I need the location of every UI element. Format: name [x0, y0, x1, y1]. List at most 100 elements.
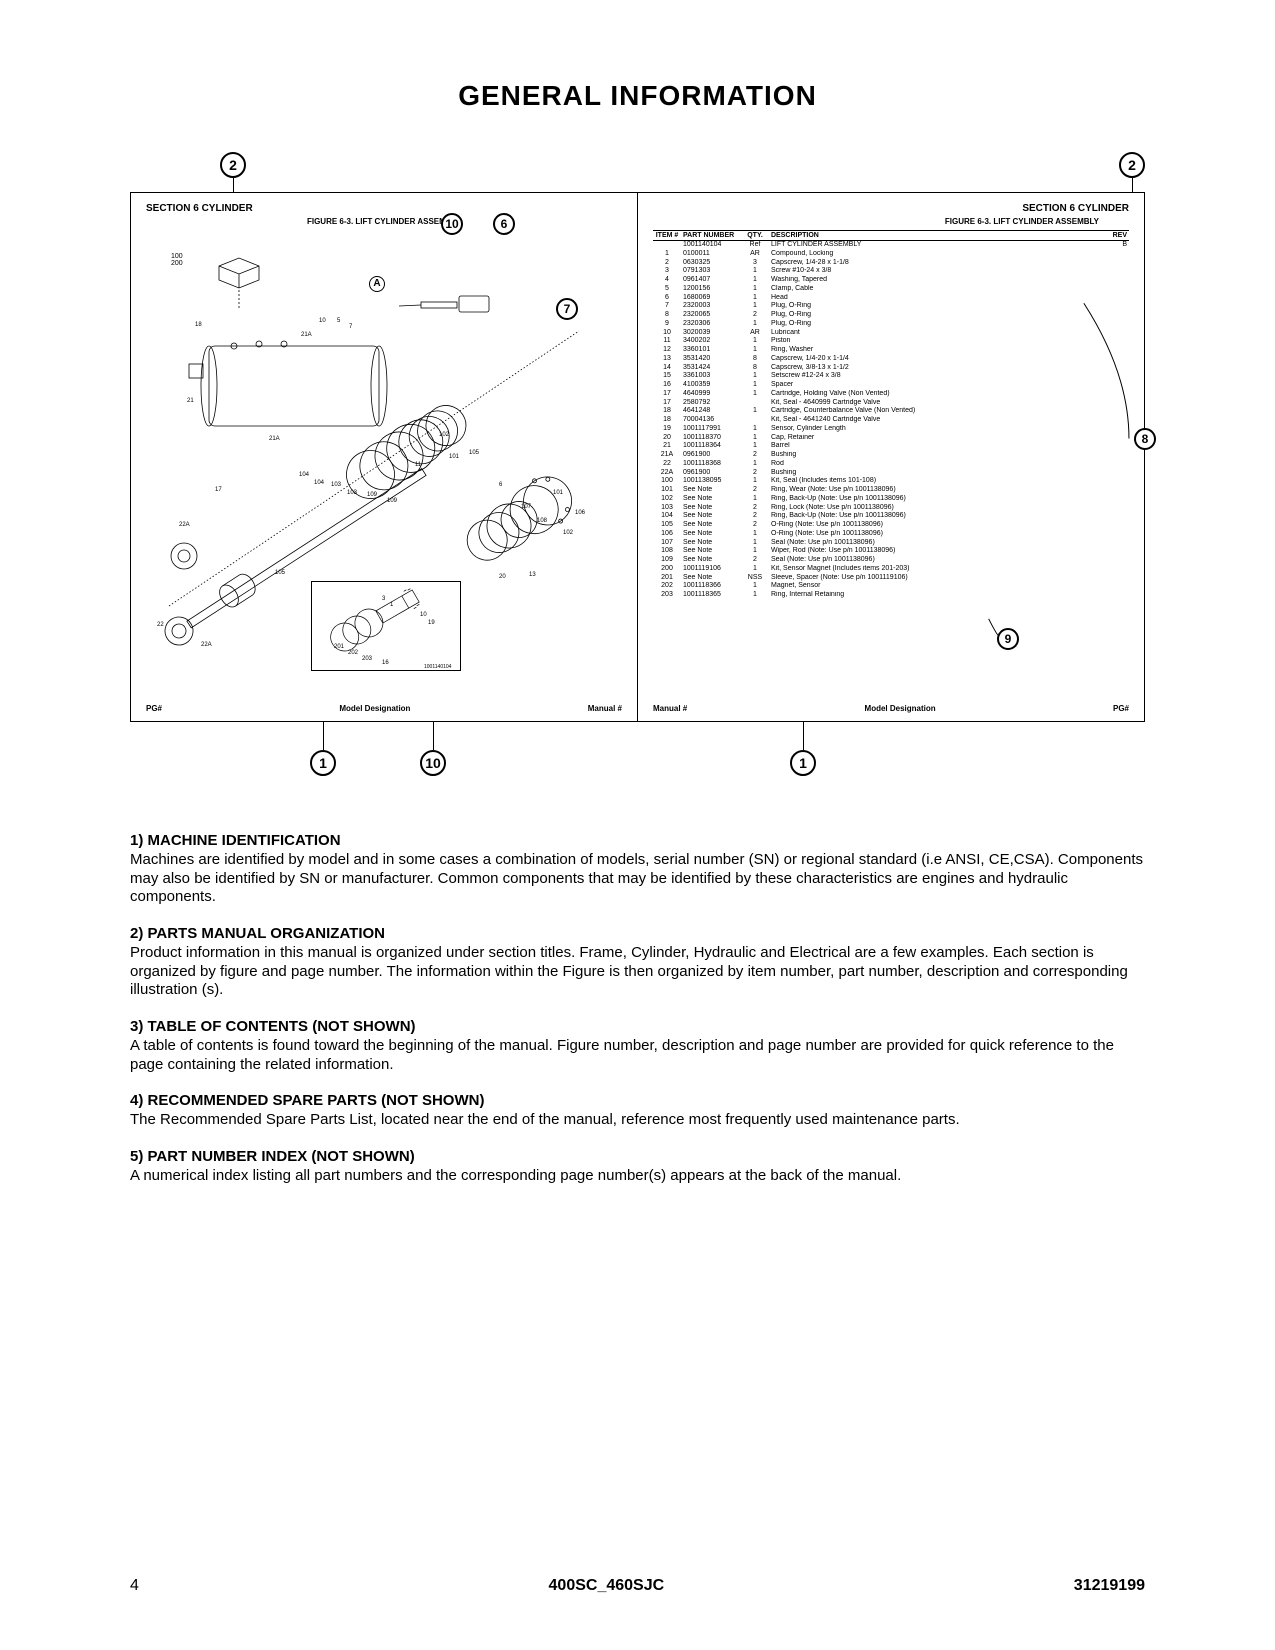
svg-text:17: 17: [215, 487, 222, 493]
table-row: 22A09619002Bushing: [653, 469, 1129, 478]
left-footer-pg: PG#: [146, 704, 162, 713]
table-row: 104See Note2Ring, Back-Up (Note: Use p/n…: [653, 512, 1129, 521]
table-row: 101See Note2Ring, Wear (Note: Use p/n 10…: [653, 486, 1129, 495]
table-row: 103See Note2Ring, Lock (Note: Use p/n 10…: [653, 504, 1129, 513]
leader: [1132, 178, 1133, 193]
table-row: 105See Note2O-Ring (Note: Use p/n 100113…: [653, 521, 1129, 530]
table-row: 1435314248Capscrew, 3/8-13 x 1-1/2: [653, 364, 1129, 373]
table-row: 723200031Plug, O-Ring: [653, 302, 1129, 311]
svg-text:103: 103: [331, 482, 342, 488]
table-row: 616800691Head: [653, 294, 1129, 303]
table-row: 106See Note1O-Ring (Note: Use p/n 100113…: [653, 530, 1129, 539]
top-callouts: 2 2: [130, 152, 1145, 192]
table-row: 1910011179911Sensor, Cylinder Length: [653, 425, 1129, 434]
svg-text:109: 109: [367, 492, 378, 498]
right-fig-title: FIGURE 6-3. LIFT CYLINDER ASSEMBLY: [653, 217, 1129, 226]
svg-text:7: 7: [349, 324, 353, 330]
svg-text:5: 5: [337, 318, 341, 324]
table-row: 10010011380951Kit, Seal (Includes items …: [653, 477, 1129, 486]
bottom-callouts: 1 10 1: [130, 722, 1145, 782]
svg-text:201: 201: [334, 644, 345, 650]
svg-text:10: 10: [420, 612, 427, 618]
table-row: 2210011183681Rod: [653, 460, 1129, 469]
svg-text:107: 107: [521, 504, 532, 510]
table-row: 102See Note1Ring, Back-Up (Note: Use p/n…: [653, 495, 1129, 504]
diagram-box: 10 6 7 8 9 A A SECTION 6 CYLINDER FIGURE…: [130, 192, 1145, 722]
table-row: 20310011183651Ring, Internal Retaining: [653, 591, 1129, 600]
svg-text:20: 20: [499, 574, 506, 580]
left-section-header: SECTION 6 CYLINDER: [146, 203, 622, 214]
left-footer-manual: Manual #: [588, 704, 622, 713]
table-row: 2010011183701Cap, Retainer: [653, 434, 1129, 443]
svg-text:21: 21: [187, 398, 194, 404]
right-footer-model: Model Designation: [865, 704, 936, 713]
callout-1-right: 1: [790, 750, 816, 776]
callout-7: 7: [556, 298, 578, 320]
ref-100-200: 100200: [171, 253, 183, 267]
table-row: 1641003591Spacer: [653, 381, 1129, 390]
inset-detail: 31 1019 201202 20316 1001140104: [311, 581, 461, 671]
svg-text:10: 10: [319, 318, 326, 324]
table-row: 1001140104RefLIFT CYLINDER ASSEMBLYB: [653, 241, 1129, 250]
svg-text:22A: 22A: [179, 522, 190, 528]
table-row: 107See Note1Seal (Note: Use p/n 10011380…: [653, 539, 1129, 548]
svg-text:202: 202: [348, 650, 359, 656]
svg-text:13: 13: [529, 572, 536, 578]
section-paragraph: Machines are identified by model and in …: [130, 851, 1145, 907]
table-row: 409614071Washing, Tapered: [653, 276, 1129, 285]
table-row: 1134002021Piston: [653, 337, 1129, 346]
footer-page-number: 4: [130, 1577, 139, 1595]
svg-text:16: 16: [382, 660, 389, 666]
table-row: 1746409991Cartridge, Holding Valve (Non …: [653, 390, 1129, 399]
table-row: 109See Note2Seal (Note: Use p/n 10011380…: [653, 556, 1129, 565]
leader: [323, 722, 324, 750]
table-row: 923203061Plug, O-Ring: [653, 320, 1129, 329]
svg-text:101: 101: [449, 454, 460, 460]
table-row: 108See Note1Wiper, Rod (Note: Use p/n 10…: [653, 547, 1129, 556]
svg-text:105: 105: [469, 450, 480, 456]
left-pane-footer: PG# Model Designation Manual #: [146, 704, 622, 713]
inset-ref: 1001140104: [424, 664, 452, 670]
svg-text:104: 104: [314, 480, 325, 486]
section-heading: 4) RECOMMENDED SPARE PARTS (NOT SHOWN): [130, 1092, 1145, 1111]
page: GENERAL INFORMATION 2 2 10 6 7 8 9 A A S…: [0, 0, 1275, 1650]
table-row: 172580792Kit, Seal - 4640999 Cartridge V…: [653, 399, 1129, 408]
table-row: 20010011191061Kit, Sensor Magnet (Includ…: [653, 565, 1129, 574]
svg-text:11: 11: [415, 462, 422, 468]
callout-1-left: 1: [310, 750, 336, 776]
leader: [433, 722, 434, 750]
svg-text:21A: 21A: [269, 436, 280, 442]
body-text: 1) MACHINE IDENTIFICATIONMachines are id…: [130, 832, 1145, 1185]
table-row: 823200652Plug, O-Ring: [653, 311, 1129, 320]
table-row: 512001561Clamp, Cable: [653, 285, 1129, 294]
callout-2-right: 2: [1119, 152, 1145, 178]
footer-model: 400SC_460SJC: [549, 1577, 665, 1595]
right-footer-manual: Manual #: [653, 704, 687, 713]
right-section-header: SECTION 6 CYLINDER: [653, 203, 1129, 214]
svg-text:6: 6: [499, 482, 503, 488]
svg-text:19: 19: [428, 620, 435, 626]
table-row: 1533610031Setscrew #12-24 x 3/8: [653, 372, 1129, 381]
col-item: ITEM #: [653, 231, 681, 241]
parts-table: ITEM # PART NUMBER QTY. DESCRIPTION REV …: [653, 230, 1129, 600]
callout-10-top: 10: [441, 213, 463, 235]
table-row: 1870004136Kit, Seal - 4641240 Cartridge …: [653, 416, 1129, 425]
section-paragraph: A table of contents is found toward the …: [130, 1037, 1145, 1075]
table-row: 1233601011Ring, Washer: [653, 346, 1129, 355]
table-row: 1846412481Cartridge, Counterbalance Valv…: [653, 407, 1129, 416]
col-partnum: PART NUMBER: [681, 231, 741, 241]
leader: [803, 722, 804, 750]
svg-text:106: 106: [575, 510, 586, 516]
section-heading: 5) PART NUMBER INDEX (NOT SHOWN): [130, 1148, 1145, 1167]
svg-text:105: 105: [275, 570, 286, 576]
parts-list-pane: SECTION 6 CYLINDER FIGURE 6-3. LIFT CYLI…: [638, 193, 1144, 721]
left-fig-title: FIGURE 6-3. LIFT CYLINDER ASSEMBLY: [146, 217, 622, 226]
col-qty: QTY.: [741, 231, 769, 241]
svg-text:18: 18: [195, 322, 202, 328]
table-row: 201See NoteNSSSleeve, Spacer (Note: Use …: [653, 574, 1129, 583]
page-title: GENERAL INFORMATION: [130, 80, 1145, 112]
svg-text:108: 108: [537, 518, 548, 524]
section-heading: 2) PARTS MANUAL ORGANIZATION: [130, 925, 1145, 944]
table-row: 307913031Screw #10-24 x 3/8: [653, 267, 1129, 276]
section-heading: 3) TABLE OF CONTENTS (NOT SHOWN): [130, 1018, 1145, 1037]
